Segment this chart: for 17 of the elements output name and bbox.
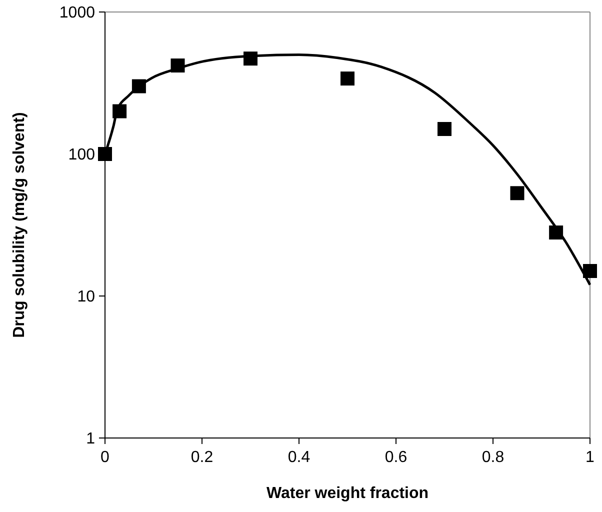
x-tick-label: 0.6 <box>384 449 408 466</box>
y-tick-label: 1 <box>86 430 96 448</box>
x-axis-title: Water weight fraction <box>266 485 429 502</box>
point <box>98 147 112 161</box>
y-axis-title: Drug solubility (mg/g solvent) <box>11 112 28 338</box>
point <box>583 264 597 278</box>
point <box>438 122 452 136</box>
x-tick-label: 0.4 <box>288 449 310 466</box>
point <box>340 72 354 86</box>
y-tick-label: 10 <box>77 288 96 306</box>
x-tick-label: 1 <box>586 449 595 466</box>
x-tick-label: 0.8 <box>482 449 504 466</box>
y-tick-label: 100 <box>68 146 96 164</box>
y-tick-label: 1000 <box>59 4 96 22</box>
point <box>510 186 524 200</box>
x-tick-label: 0 <box>100 449 110 466</box>
x-tick-label: 0.2 <box>190 449 214 466</box>
